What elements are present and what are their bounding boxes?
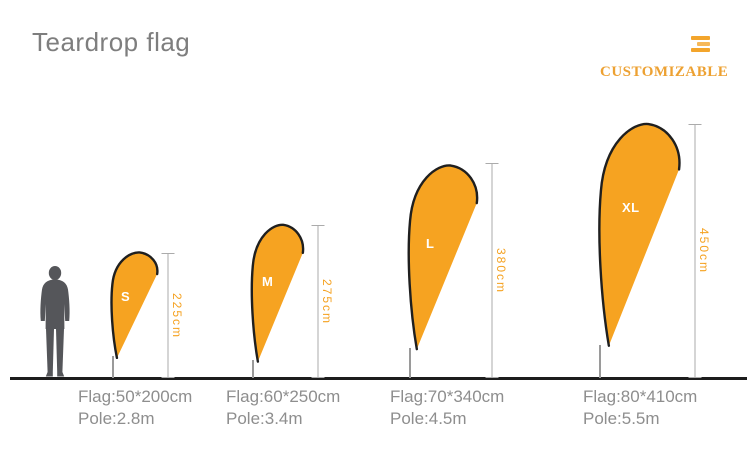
height-measure-m: 275cm (311, 225, 334, 378)
spec-l: Flag:70*340cm Pole:4.5m (390, 386, 504, 430)
spec-flag-size-l: Flag:70*340cm (390, 387, 505, 406)
measure-cap-top (311, 225, 325, 226)
height-measure-l: 380cm (485, 163, 508, 378)
menu-bar-middle (697, 42, 710, 46)
spec-pole-size-l: Pole:4.5m (390, 409, 467, 428)
measure-cap-bottom (688, 377, 702, 378)
flag-pole-m (252, 360, 254, 378)
teardrop-flag-s (109, 251, 160, 359)
flag-pole-l (409, 348, 411, 378)
measure-value-l: 380cm (494, 247, 508, 294)
spec-pole-size-m: Pole:3.4m (226, 409, 303, 428)
measure-line (317, 225, 319, 378)
menu-bars-icon (691, 36, 710, 52)
flag-size-label-xl: XL (622, 200, 640, 215)
teardrop-flag-xl (595, 121, 684, 348)
measure-line (167, 253, 169, 378)
ground-line (10, 377, 747, 380)
spec-m: Flag:60*250cm Pole:3.4m (226, 386, 340, 430)
measure-value-m: 275cm (320, 278, 334, 325)
teardrop-flag-l (405, 163, 481, 351)
measure-cap-top (688, 124, 702, 125)
spec-pole-size-xl: Pole:5.5m (583, 409, 660, 428)
measure-value-s: 225cm (170, 292, 184, 339)
menu-bar-top (691, 36, 710, 40)
page-title: Teardrop flag (32, 27, 191, 57)
measure-value-xl: 450cm (697, 227, 711, 275)
spec-pole-size-s: Pole:2.8m (78, 409, 155, 428)
measure-line (491, 163, 493, 378)
height-measure-s: 225cm (161, 253, 184, 378)
spec-xl: Flag:80*410cm Pole:5.5m (583, 386, 697, 430)
teardrop-flag-m (249, 223, 306, 363)
flag-size-label-m: M (262, 274, 274, 289)
height-measure-xl: 450cm (688, 124, 711, 378)
flag-pole-s (112, 356, 114, 378)
customizable-badge: CUSTOMIZABLE (600, 64, 729, 80)
spec-s: Flag:50*200cm Pole:2.8m (78, 386, 192, 430)
flag-pole-xl (599, 345, 601, 378)
spec-flag-size-xl: Flag:80*410cm (583, 387, 698, 406)
measure-cap-bottom (311, 377, 325, 378)
measure-cap-bottom (161, 377, 175, 378)
measure-cap-top (161, 253, 175, 254)
measure-cap-top (485, 163, 499, 164)
flag-size-label-l: L (426, 236, 435, 251)
measure-line (694, 124, 696, 378)
spec-flag-size-s: Flag:50*200cm (78, 387, 193, 406)
measure-cap-bottom (485, 377, 499, 378)
menu-bar-bottom (691, 48, 710, 52)
flag-size-label-s: S (121, 289, 131, 304)
spec-flag-size-m: Flag:60*250cm (226, 387, 341, 406)
person-silhouette (40, 266, 70, 377)
